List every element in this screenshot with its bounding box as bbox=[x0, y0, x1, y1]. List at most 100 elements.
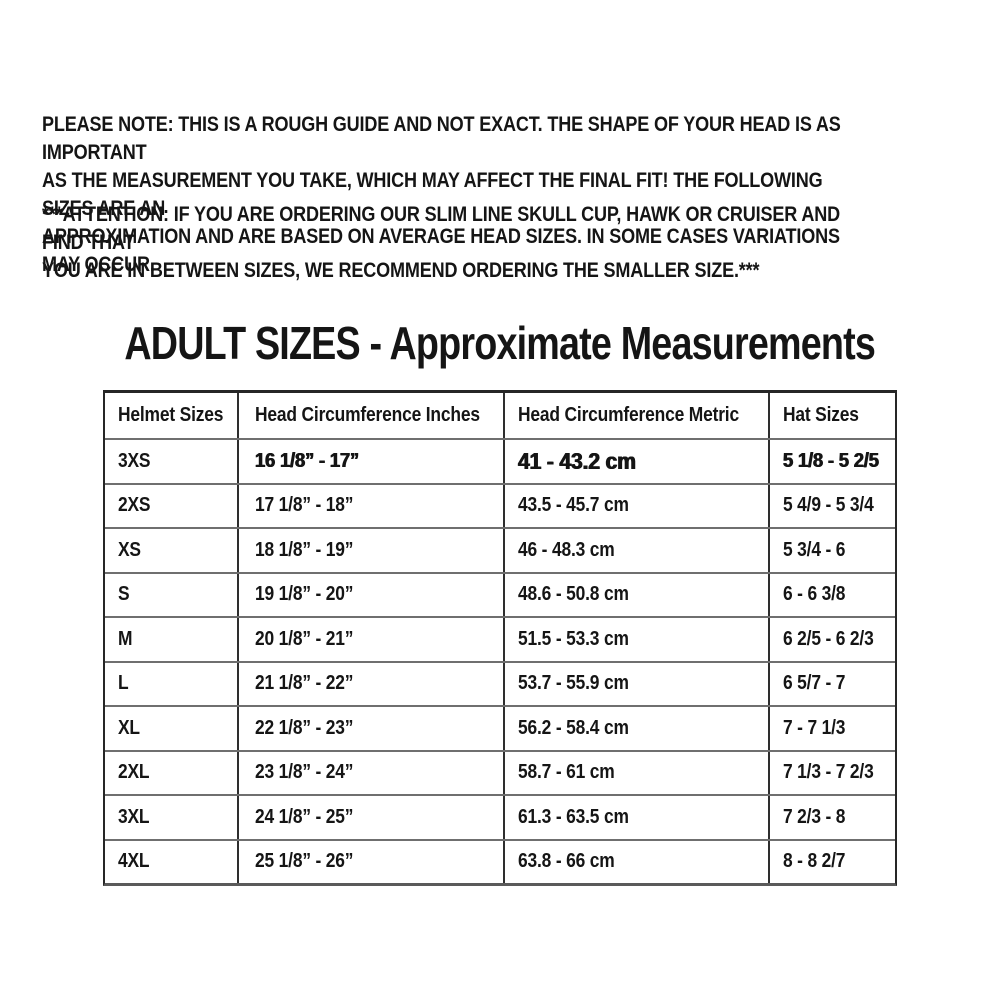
table-cell: 41 - 43.2 cm bbox=[503, 440, 768, 483]
table-cell: 7 2/3 - 8 bbox=[768, 796, 895, 839]
table-cell: 7 - 7 1/3 bbox=[768, 707, 895, 750]
table-header-circumference-inches: Head Circumference Inches bbox=[237, 393, 503, 438]
table-cell: 53.7 - 55.9 cm bbox=[503, 662, 768, 705]
table-cell-text: 7 - 7 1/3 bbox=[783, 716, 846, 739]
table-cell-text: 6 5/7 - 7 bbox=[783, 672, 846, 695]
table-cell-text: 19 1/8” - 20” bbox=[255, 583, 354, 606]
size-table-body: 3XS 16 1/8” - 17” 41 - 43.2 cm 5 1/8 - 5 2/… bbox=[105, 438, 895, 883]
table-cell-text: 24 1/8” - 25” bbox=[255, 805, 354, 828]
table-cell-text: 53.7 - 55.9 cm bbox=[518, 672, 629, 695]
table-row: XS 18 1/8” - 19” 46 - 48.3 cm 5 3/4 - 6 bbox=[105, 527, 895, 572]
table-row: XL 22 1/8” - 23” 56.2 - 58.4 cm 7 - 7 1/3 bbox=[105, 705, 895, 750]
table-cell: 24 1/8” - 25” bbox=[237, 796, 503, 839]
table-cell-text: 2XL bbox=[118, 761, 150, 784]
table-cell: 22 1/8” - 23” bbox=[237, 707, 503, 750]
table-cell: 18 1/8” - 19” bbox=[237, 529, 503, 572]
table-header-label: Head Circumference Inches bbox=[255, 404, 480, 426]
table-cell-text: 2XS bbox=[118, 494, 151, 517]
table-row: L 21 1/8” - 22” 53.7 - 55.9 cm 6 5/7 - 7 bbox=[105, 660, 895, 706]
table-header-label: Hat Sizes bbox=[783, 404, 859, 426]
table-cell-text: 48.6 - 50.8 cm bbox=[518, 583, 629, 606]
table-cell: 19 1/8” - 20” bbox=[237, 573, 503, 616]
table-cell-text: XL bbox=[118, 716, 140, 739]
table-cell: 6 2/5 - 6 2/3 bbox=[768, 618, 895, 661]
table-cell-text: 16 1/8” - 17” bbox=[255, 449, 359, 472]
table-cell-text: L bbox=[118, 672, 129, 695]
table-cell: 2XS bbox=[105, 485, 237, 528]
table-cell: S bbox=[105, 574, 237, 617]
table-cell: 6 5/7 - 7 bbox=[768, 662, 895, 705]
table-cell: M bbox=[105, 618, 237, 661]
table-cell: 20 1/8” - 21” bbox=[237, 618, 503, 661]
table-cell-text: S bbox=[118, 583, 130, 606]
table-cell: 2XL bbox=[105, 752, 237, 795]
table-cell: 8 - 8 2/7 bbox=[768, 840, 895, 883]
table-cell: 58.7 - 61 cm bbox=[503, 751, 768, 794]
table-header-hat-sizes: Hat Sizes bbox=[768, 393, 895, 438]
table-cell-text: 8 - 8 2/7 bbox=[783, 850, 846, 873]
table-cell: 16 1/8” - 17” bbox=[237, 440, 503, 483]
table-cell-text: 7 1/3 - 7 2/3 bbox=[783, 761, 874, 784]
table-cell-text: 23 1/8” - 24” bbox=[255, 761, 354, 784]
table-cell-text: 46 - 48.3 cm bbox=[518, 538, 615, 561]
table-cell-text: 21 1/8” - 22” bbox=[255, 672, 354, 695]
table-cell: 46 - 48.3 cm bbox=[503, 529, 768, 572]
table-row: 2XL 23 1/8” - 24” 58.7 - 61 cm 7 1/3 - 7 2/… bbox=[105, 749, 895, 795]
table-cell-text: 18 1/8” - 19” bbox=[255, 538, 354, 561]
table-cell: 5 3/4 - 6 bbox=[768, 529, 895, 572]
table-cell-text: M bbox=[118, 627, 133, 650]
table-cell-text: 43.5 - 45.7 cm bbox=[518, 494, 629, 517]
table-cell: XL bbox=[105, 707, 237, 750]
table-cell-text: 51.5 - 53.3 cm bbox=[518, 627, 629, 650]
table-cell-text: 41 - 43.2 cm bbox=[518, 447, 636, 474]
table-cell-text: 61.3 - 63.5 cm bbox=[518, 805, 629, 828]
table-cell: 23 1/8” - 24” bbox=[237, 751, 503, 794]
table-cell-text: 3XS bbox=[118, 449, 151, 472]
table-cell: 6 - 6 3/8 bbox=[768, 573, 895, 616]
table-cell: 5 4/9 - 5 3/4 bbox=[768, 484, 895, 527]
table-cell-text: 4XL bbox=[118, 850, 150, 873]
table-header-row: Helmet Sizes Head Circumference Inches H… bbox=[105, 393, 895, 438]
table-header-label: Head Circumference Metric bbox=[518, 404, 739, 426]
table-cell: 17 1/8” - 18” bbox=[237, 484, 503, 527]
table-row: 3XL 24 1/8” - 25” 61.3 - 63.5 cm 7 2/3 - 8 bbox=[105, 794, 895, 839]
table-cell: 51.5 - 53.3 cm bbox=[503, 618, 768, 661]
table-cell-text: 58.7 - 61 cm bbox=[518, 761, 615, 784]
table-cell: 3XS bbox=[105, 440, 237, 483]
attention-paragraph-text: ***ATTENTION: IF YOU ARE ORDERING OUR SL… bbox=[42, 202, 840, 282]
table-cell: 43.5 - 45.7 cm bbox=[503, 484, 768, 527]
page-title-text: ADULT SIZES - Approximate Measurements bbox=[124, 317, 876, 369]
table-cell-text: 6 2/5 - 6 2/3 bbox=[783, 627, 874, 650]
table-cell: 4XL bbox=[105, 841, 237, 884]
table-cell: 61.3 - 63.5 cm bbox=[503, 796, 768, 839]
table-cell: 21 1/8” - 22” bbox=[237, 662, 503, 705]
table-cell: 25 1/8” - 26” bbox=[237, 840, 503, 883]
table-row: 3XS 16 1/8” - 17” 41 - 43.2 cm 5 1/8 - 5 2/… bbox=[105, 438, 895, 483]
table-cell-text: 7 2/3 - 8 bbox=[783, 805, 846, 828]
table-cell-text: 3XL bbox=[118, 805, 150, 828]
table-cell: 7 1/3 - 7 2/3 bbox=[768, 751, 895, 794]
page-title: ADULT SIZES - Approximate Measurements bbox=[0, 316, 1000, 370]
table-cell: L bbox=[105, 663, 237, 706]
table-cell-text: 5 3/4 - 6 bbox=[783, 538, 846, 561]
table-header-helmet-sizes: Helmet Sizes bbox=[105, 393, 237, 438]
table-cell-text: 25 1/8” - 26” bbox=[255, 850, 354, 873]
table-cell-text: 17 1/8” - 18” bbox=[255, 494, 354, 517]
table-cell-text: 63.8 - 66 cm bbox=[518, 850, 615, 873]
table-row: 2XS 17 1/8” - 18” 43.5 - 45.7 cm 5 4/9 - 5 … bbox=[105, 482, 895, 528]
attention-paragraph: ***ATTENTION: IF YOU ARE ORDERING OUR SL… bbox=[42, 200, 1000, 284]
table-cell-text: XS bbox=[118, 538, 141, 561]
table-cell: 56.2 - 58.4 cm bbox=[503, 707, 768, 750]
table-row: M 20 1/8” - 21” 51.5 - 53.3 cm 6 2/5 - 6 2/… bbox=[105, 616, 895, 661]
table-cell-text: 20 1/8” - 21” bbox=[255, 627, 354, 650]
table-cell: XS bbox=[105, 529, 237, 572]
table-row: S 19 1/8” - 20” 48.6 - 50.8 cm 6 - 6 3/8 bbox=[105, 571, 895, 617]
table-cell-text: 6 - 6 3/8 bbox=[783, 583, 846, 606]
table-cell-text: 5 4/9 - 5 3/4 bbox=[783, 494, 874, 517]
note-paragraph-text: PLEASE NOTE: THIS IS A ROUGH GUIDE AND N… bbox=[42, 112, 841, 276]
table-cell-text: 22 1/8” - 23” bbox=[255, 716, 354, 739]
table-row: 4XL 25 1/8” - 26” 63.8 - 66 cm 8 - 8 2/7 bbox=[105, 838, 895, 884]
table-cell: 5 1/8 - 5 2/5 bbox=[768, 440, 895, 483]
table-cell-text: 5 1/8 - 5 2/5 bbox=[783, 449, 879, 472]
